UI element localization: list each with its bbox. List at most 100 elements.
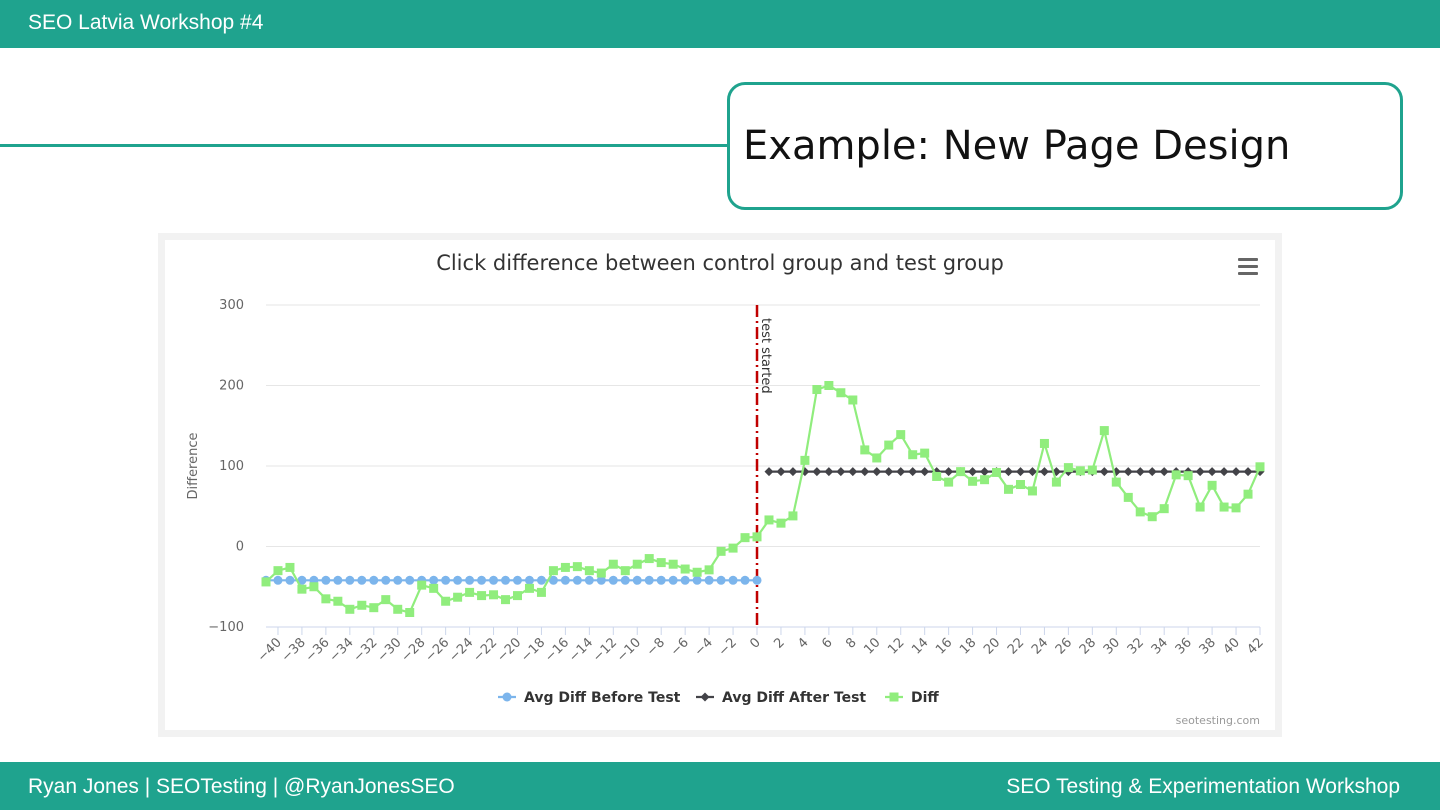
data-point (1075, 466, 1085, 476)
data-point (608, 559, 618, 569)
data-point (381, 595, 391, 605)
x-tick-label: −38 (279, 635, 309, 665)
data-point (524, 583, 534, 593)
x-tick-label: 16 (933, 635, 955, 657)
data-point (680, 575, 690, 585)
data-point (620, 575, 630, 585)
data-point (560, 562, 570, 572)
y-tick-label: 0 (236, 540, 244, 555)
data-point (680, 564, 690, 574)
data-point (668, 559, 678, 569)
data-point (536, 587, 546, 597)
data-point (752, 532, 762, 542)
chart-menu-icon[interactable] (1238, 258, 1258, 276)
data-point (333, 596, 343, 606)
data-point (1123, 467, 1133, 477)
data-point (297, 584, 307, 594)
legend-item-diff[interactable]: Diff (885, 690, 939, 706)
data-point (776, 518, 786, 528)
x-tick-label: −8 (644, 635, 668, 659)
data-point (560, 575, 570, 585)
header-bar: SEO Latvia Workshop #4 (0, 0, 1440, 48)
x-tick-label: 32 (1125, 635, 1147, 657)
data-point (1219, 467, 1229, 477)
y-tick-labels: −100 0 100 200 300 (208, 298, 244, 635)
y-tick-label: 100 (219, 459, 244, 474)
data-point (453, 592, 463, 602)
data-point (1087, 465, 1097, 475)
data-point (1195, 467, 1205, 477)
data-point (1027, 467, 1037, 477)
data-point (441, 575, 451, 585)
x-tick-label: 0 (747, 635, 763, 651)
data-point (632, 559, 642, 569)
legend[interactable]: Avg Diff Before Test Avg Diff After Test D… (498, 690, 939, 706)
data-point (285, 575, 295, 585)
data-point (860, 445, 870, 455)
x-tick-label: −2 (716, 635, 740, 659)
y-tick-label: 300 (219, 298, 244, 313)
x-tick-label: 38 (1197, 635, 1219, 657)
line-chart: Click difference between control group a… (186, 251, 1267, 727)
data-point (1099, 467, 1109, 477)
x-tick-label: 10 (861, 635, 883, 657)
data-point (620, 566, 630, 576)
data-point (297, 575, 307, 585)
x-tick-label: 30 (1101, 635, 1123, 657)
data-point (1039, 438, 1049, 448)
data-point (1243, 467, 1253, 477)
data-point (632, 575, 642, 585)
x-tick-label: 2 (771, 635, 787, 651)
data-point (668, 575, 678, 585)
data-point (584, 575, 594, 585)
data-point (273, 575, 283, 585)
data-point (644, 554, 654, 564)
data-point (884, 467, 894, 477)
data-point (656, 575, 666, 585)
chart-frame (158, 233, 1282, 737)
data-point (393, 575, 403, 585)
data-point (524, 575, 534, 585)
x-tick-label: 28 (1077, 635, 1099, 657)
footer-left: Ryan Jones | SEOTesting | @RyanJonesSEO (28, 775, 455, 798)
data-point (980, 467, 990, 477)
data-point (752, 575, 762, 585)
x-tick-label: 14 (909, 635, 931, 657)
header-title: SEO Latvia Workshop #4 (28, 11, 264, 34)
x-tick-label: 42 (1245, 635, 1267, 657)
data-point (932, 467, 942, 477)
data-point (848, 395, 858, 405)
data-point (656, 558, 666, 568)
data-point (405, 608, 415, 618)
data-point (465, 587, 475, 597)
x-tick-label: 4 (795, 635, 811, 651)
data-point (489, 575, 499, 585)
data-point (704, 575, 714, 585)
data-point (1231, 467, 1241, 477)
data-point (1147, 512, 1157, 522)
data-point (848, 467, 858, 477)
data-point (884, 440, 894, 450)
chart-credit[interactable]: seotesting.com (1176, 714, 1260, 727)
data-point (512, 575, 522, 585)
data-point (836, 467, 846, 477)
data-point (1123, 492, 1133, 502)
data-point (956, 467, 966, 477)
data-point (788, 511, 798, 521)
data-point (477, 591, 487, 601)
x-tick-label: −34 (327, 635, 357, 665)
data-point (1231, 503, 1241, 513)
data-point (872, 453, 882, 463)
legend-item-avg-diff-before-test[interactable]: Avg Diff Before Test (498, 690, 681, 706)
data-point (1183, 471, 1193, 481)
data-point (345, 604, 355, 614)
x-tick-label: −4 (692, 635, 716, 659)
x-tick-label: −16 (542, 635, 572, 665)
data-point (273, 566, 283, 576)
data-point (548, 575, 558, 585)
data-point (333, 575, 343, 585)
test-started-annotation: test started (755, 305, 773, 627)
legend-item-avg-diff-after-test[interactable]: Avg Diff After Test (696, 690, 866, 706)
data-point (429, 575, 439, 585)
x-tick-label: −40 (255, 635, 285, 665)
